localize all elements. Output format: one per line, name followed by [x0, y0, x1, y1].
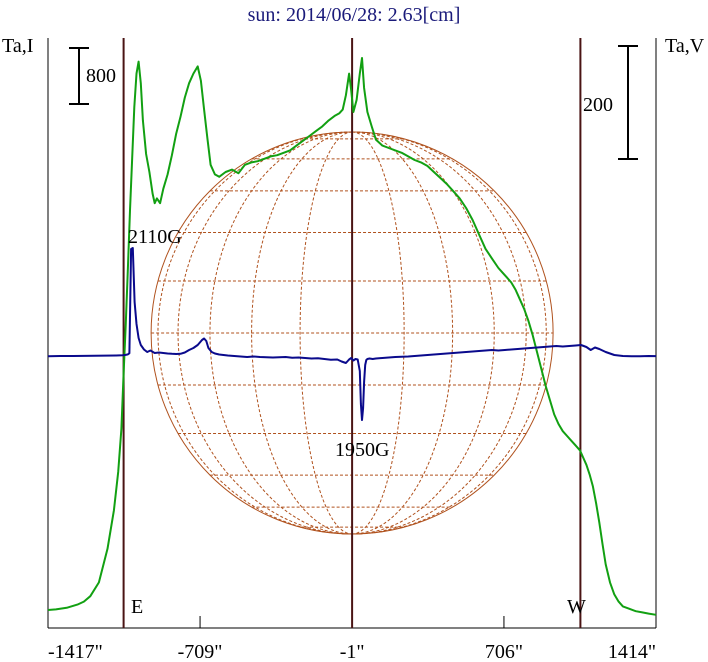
longitude-line	[352, 131, 495, 535]
longitude-line	[177, 131, 353, 535]
longitude-line	[352, 131, 454, 535]
chart-title: sun: 2014/06/28: 2.63[cm]	[248, 4, 461, 26]
longitude-line	[352, 131, 405, 535]
intensity-curve	[47, 57, 657, 616]
longitude-line	[299, 131, 353, 535]
longitude-line	[251, 131, 353, 535]
annotation-1950G: 1950G	[335, 439, 389, 461]
annotation-2110G: 2110G	[128, 226, 182, 248]
intensity-layer	[47, 57, 657, 616]
polarization-layer	[47, 247, 657, 421]
x-tick-label: -709"	[178, 641, 223, 662]
scale-bars	[69, 45, 638, 160]
longitude-line	[352, 131, 547, 535]
vertical-markers	[122, 38, 582, 628]
x-tick-label: -1"	[340, 641, 365, 662]
polarization-curve	[47, 247, 657, 421]
left-scale-label: 800	[86, 65, 116, 87]
longitude-line	[209, 131, 353, 535]
left-axis-label: Ta,I	[2, 35, 33, 57]
x-tick-label: 706"	[485, 641, 523, 662]
right-axis-label: Ta,V	[665, 35, 705, 57]
longitude-line	[352, 131, 527, 535]
limb-label-east: E	[131, 596, 143, 618]
x-tick-label: 1414"	[608, 641, 656, 662]
x-tick-labels: -1417" -709" -1" 706" 1414"	[48, 641, 656, 662]
x-tick-label: -1417"	[48, 641, 103, 662]
limb-label-west: W	[567, 596, 586, 618]
longitude-line	[157, 131, 353, 535]
right-scale-label: 200	[583, 94, 613, 116]
